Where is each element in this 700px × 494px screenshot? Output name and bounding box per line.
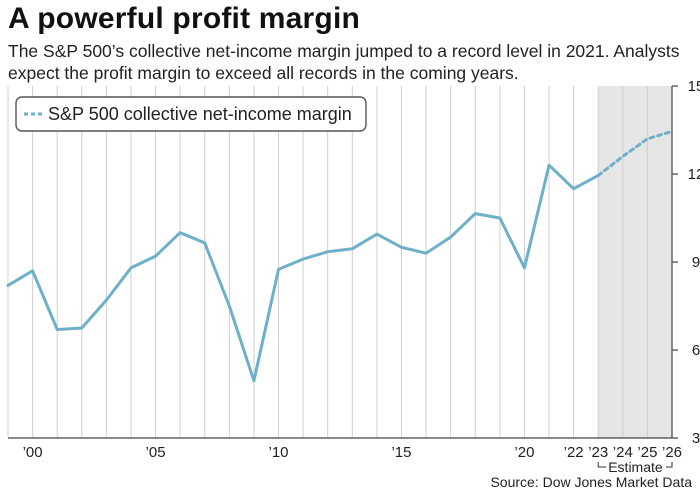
estimate-bracket-right [666,462,673,468]
y-tick-label-12: 12 [688,166,700,183]
tick-label-layer: 3 6 9 12 15 ’00 ’05 ’10 ’15 ’20 ’22’23 ’24’25 ’26 [23,78,700,461]
estimate-annotation: Estimate [597,459,673,475]
axis-layer [8,85,678,439]
chart-subtitle: The S&P 500’s collective net-income marg… [8,41,680,83]
y-tick-label-15: 15 [688,78,700,95]
chart-title: A powerful profit margin [8,2,361,35]
estimate-bracket [597,462,607,468]
x-tick-label-2015: ’15 [391,444,411,461]
y-tick-label-6: 6 [692,342,700,359]
estimate-band [598,86,672,438]
x-tick-label-2005: ’05 [146,444,166,461]
x-tick-label-2024: ’24 [613,444,633,461]
x-tick-label-2026: ’26 [662,444,682,461]
estimate-band-layer [598,86,672,438]
estimate-label: Estimate [608,459,663,475]
series-line-1 [596,129,674,177]
y-tick-label-9: 9 [692,254,700,271]
y-tick-label-3: 3 [692,430,700,447]
x-tick-label-2000: ’00 [23,444,43,461]
legend-box [15,96,367,132]
legend: S&P 500 collective net-income margin [15,96,367,132]
source-note: Source: Dow Jones Market Data [490,474,692,490]
grid-layer [7,86,673,438]
series-layer [6,129,674,383]
x-tick-label-2025: ’25 [637,444,657,461]
x-tick-label-2022: ’22 [564,444,584,461]
x-tick-label-2023: ’23 [588,444,608,461]
legend-label: S&P 500 collective net-income margin [48,104,352,124]
x-tick-label-2020: ’20 [514,444,534,461]
x-tick-label-2010: ’10 [269,444,289,461]
